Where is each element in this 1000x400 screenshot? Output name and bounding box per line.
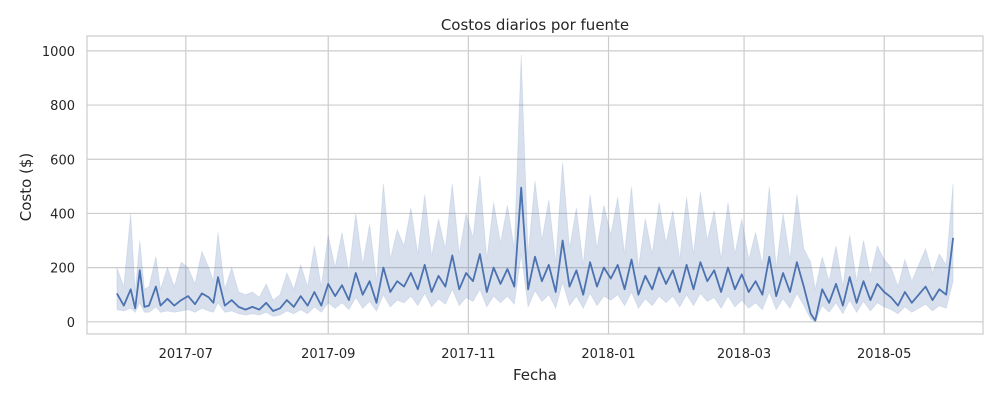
- chart-title: Costos diarios por fuente: [441, 16, 629, 34]
- y-tick-label: 600: [50, 153, 75, 168]
- x-tick-label: 2017-09: [301, 347, 355, 362]
- confidence-band: [116, 54, 954, 323]
- x-tick-label: 2018-05: [857, 347, 911, 362]
- x-tick-label: 2017-11: [441, 347, 495, 362]
- x-axis-label: Fecha: [513, 366, 557, 384]
- x-tick-label: 2018-03: [717, 347, 771, 362]
- gridlines: [87, 36, 983, 334]
- y-tick-label: 800: [50, 99, 75, 114]
- y-tick-label: 200: [50, 262, 75, 277]
- y-tick-label: 1000: [42, 45, 75, 60]
- x-tick-label: 2018-01: [581, 347, 635, 362]
- y-tick-label: 400: [50, 207, 75, 222]
- series-line: [116, 186, 954, 322]
- plot-frame: [86, 35, 984, 335]
- x-axis-ticks: 2017-07 2017-09 2017-11 2018-01 2018-03 2018-…: [159, 347, 912, 362]
- y-tick-label: 0: [67, 316, 75, 331]
- y-axis-ticks: 0 200 400 600 800 1000: [42, 45, 75, 331]
- x-tick-label: 2017-07: [159, 347, 213, 362]
- y-axis-label: Costo ($): [17, 153, 35, 222]
